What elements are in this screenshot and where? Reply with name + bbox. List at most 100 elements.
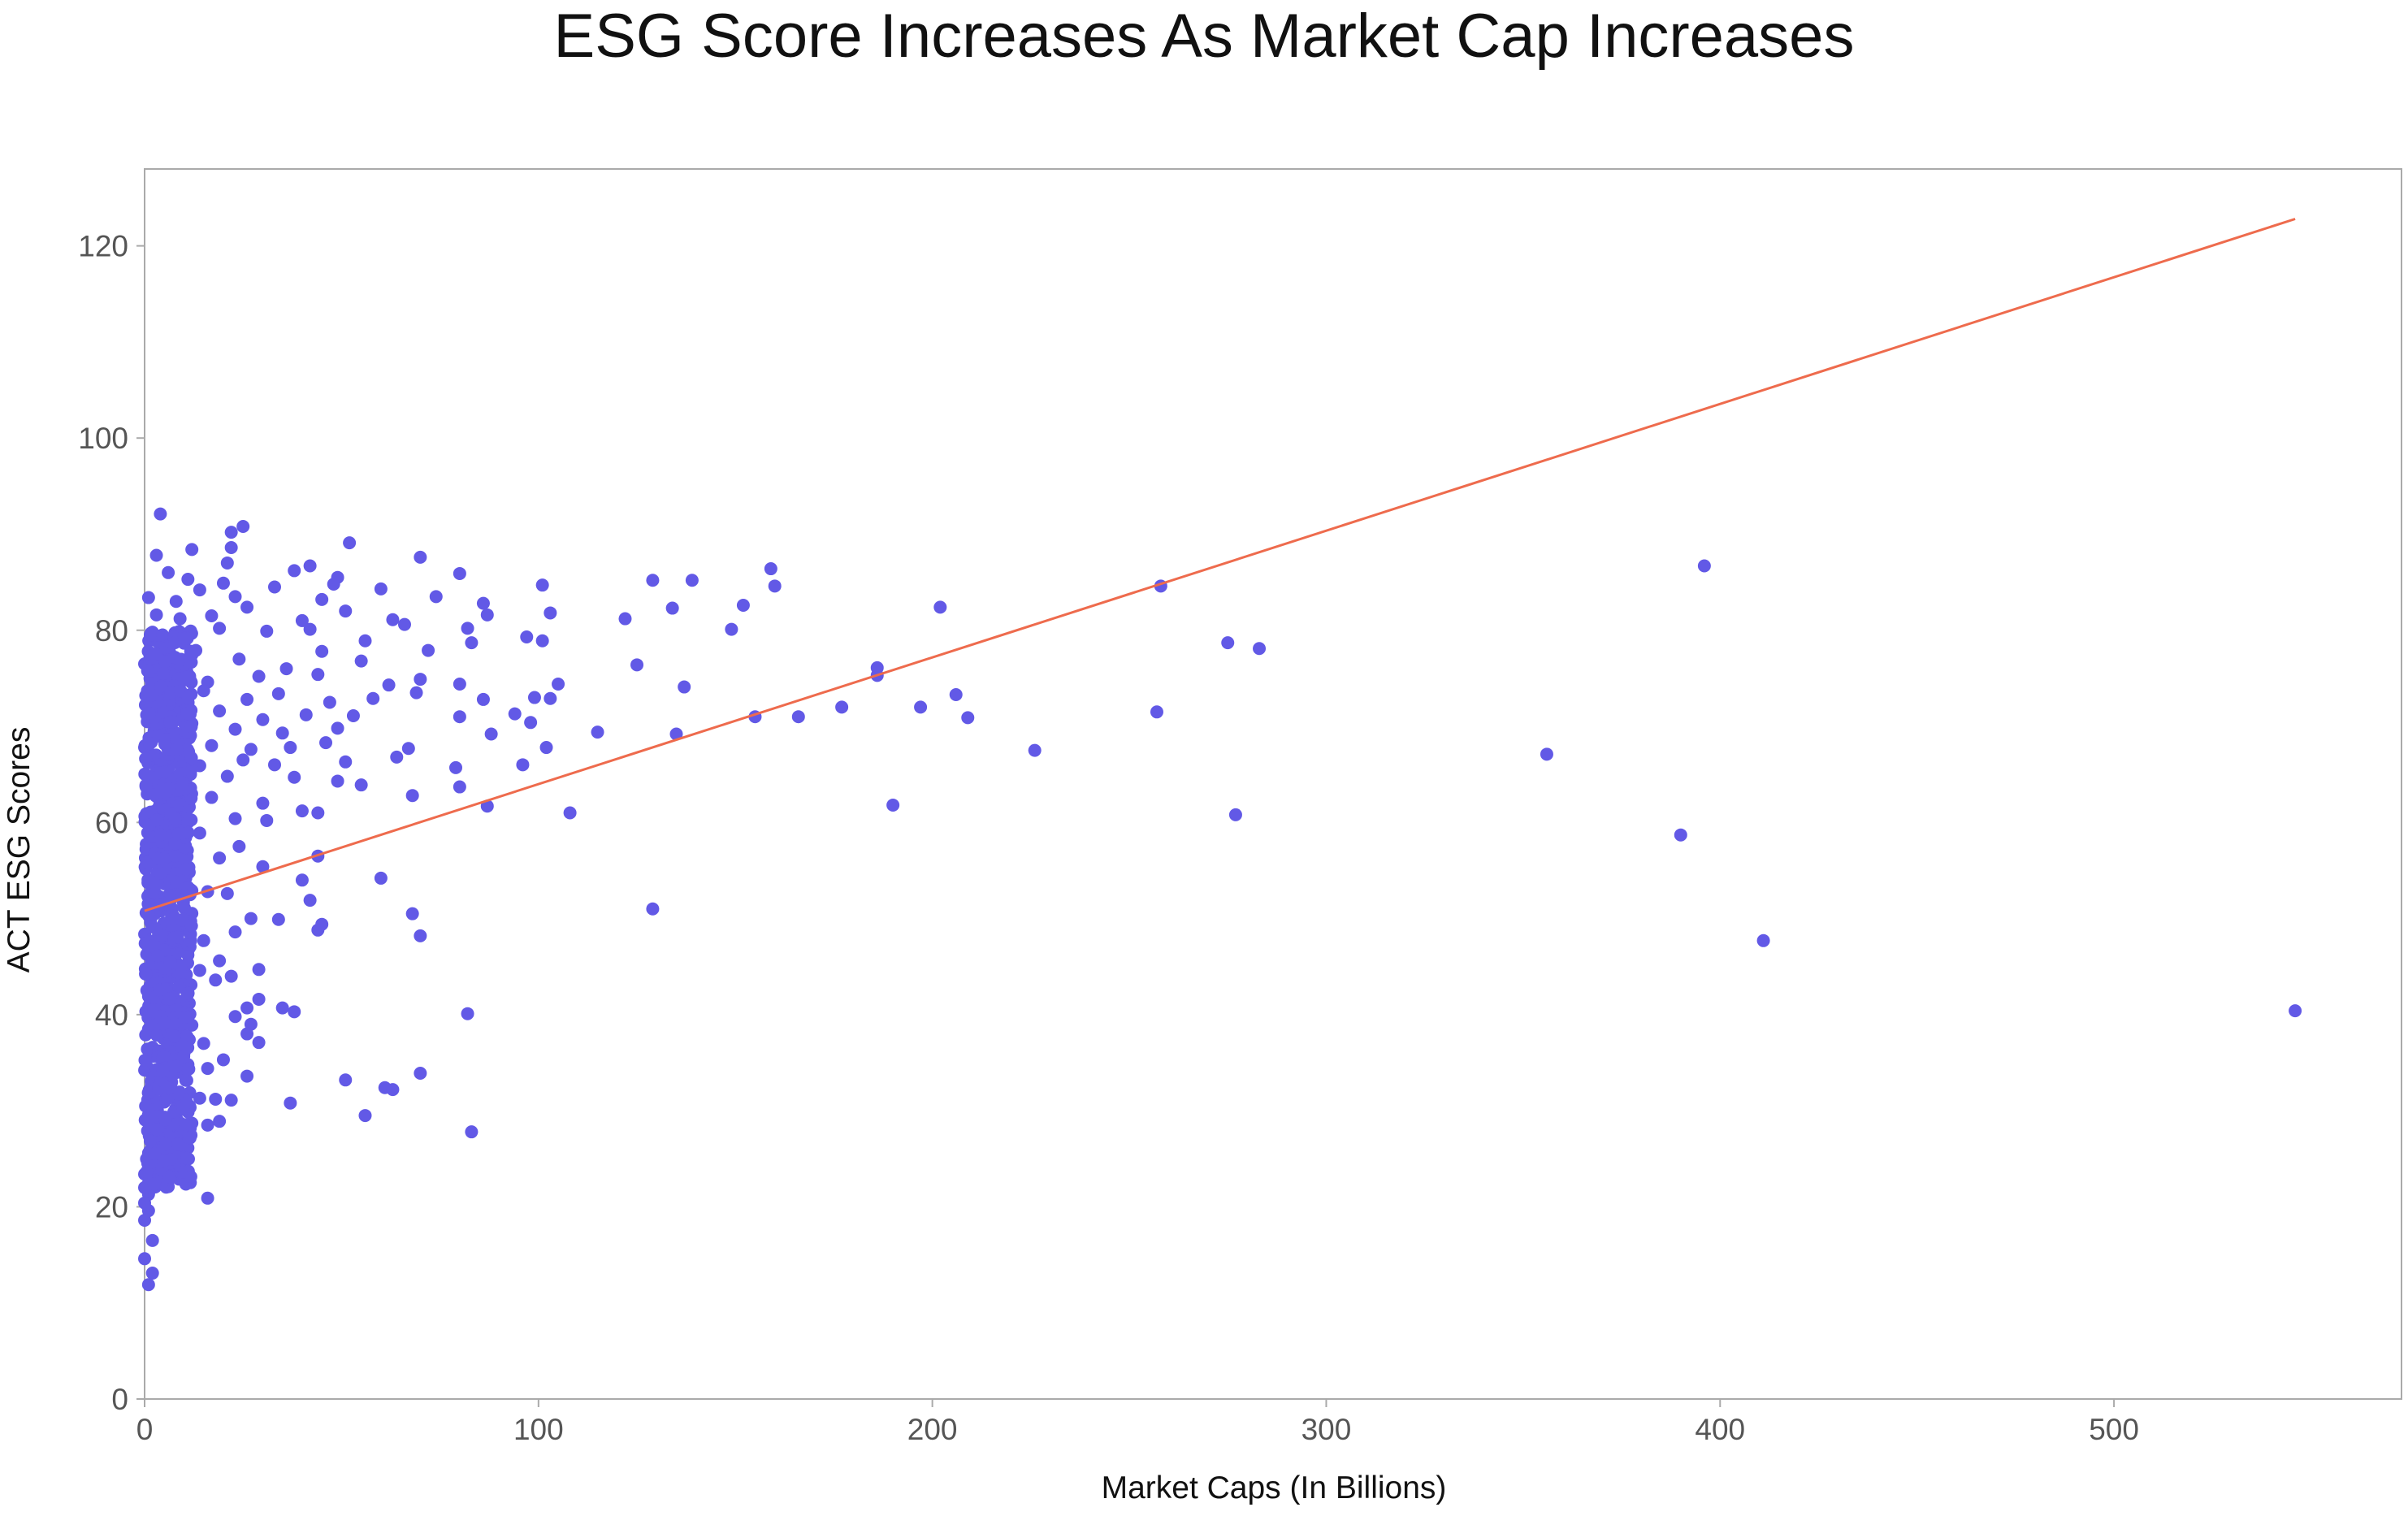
data-point	[197, 933, 210, 947]
data-point	[205, 790, 219, 804]
data-point	[145, 1233, 159, 1247]
data-point	[138, 1053, 152, 1067]
data-point	[323, 695, 336, 709]
data-point	[358, 1109, 372, 1123]
data-point	[170, 1059, 184, 1073]
data-point	[139, 967, 153, 981]
data-point	[591, 726, 604, 739]
data-point	[339, 604, 353, 618]
data-point	[154, 679, 168, 693]
data-point	[465, 1125, 479, 1139]
data-point	[170, 875, 184, 889]
y-tick-label: 80	[95, 614, 128, 648]
data-point	[1697, 559, 1711, 573]
data-point	[2289, 1004, 2302, 1018]
data-point	[319, 736, 333, 750]
data-point	[232, 652, 246, 666]
data-point	[184, 919, 198, 933]
data-point	[213, 622, 227, 635]
data-point	[139, 778, 153, 792]
data-point	[145, 1267, 159, 1280]
data-point	[139, 752, 153, 765]
data-point	[405, 907, 419, 920]
data-point	[151, 949, 165, 963]
data-point	[162, 565, 175, 579]
data-point	[354, 654, 368, 668]
data-point	[213, 954, 227, 968]
x-tick-label: 0	[136, 1413, 154, 1446]
data-point	[240, 1069, 254, 1083]
data-point	[174, 652, 188, 666]
data-point	[260, 624, 274, 638]
data-point	[178, 901, 192, 915]
data-point	[232, 839, 246, 853]
data-point	[260, 813, 274, 827]
data-point	[311, 923, 325, 937]
data-point	[240, 1027, 254, 1041]
data-point	[563, 806, 577, 820]
data-point	[180, 946, 194, 960]
data-point	[1253, 642, 1267, 656]
data-point	[171, 930, 184, 944]
data-point	[524, 716, 538, 730]
y-tick-label: 60	[95, 806, 128, 839]
data-point	[240, 600, 254, 614]
data-point	[193, 1091, 206, 1105]
data-point	[201, 1062, 214, 1076]
data-point	[154, 786, 167, 799]
data-point	[252, 963, 266, 977]
data-point	[179, 1073, 193, 1087]
data-point	[535, 578, 549, 592]
data-point	[397, 617, 411, 631]
data-point	[1150, 705, 1163, 719]
x-tick-label: 400	[1695, 1413, 1745, 1446]
data-point	[358, 634, 372, 648]
data-point	[150, 813, 164, 827]
data-point	[244, 743, 258, 756]
data-point	[201, 1191, 214, 1205]
data-point	[180, 862, 193, 876]
data-point	[382, 678, 396, 692]
data-point	[141, 1042, 154, 1056]
data-point	[295, 804, 309, 818]
data-point	[288, 770, 301, 784]
data-point	[161, 1092, 175, 1106]
data-point	[327, 577, 340, 591]
data-point	[182, 1062, 196, 1076]
data-point	[205, 609, 219, 623]
data-point	[252, 669, 266, 683]
data-point	[228, 1010, 242, 1024]
data-point	[178, 631, 192, 645]
data-point	[405, 789, 419, 803]
data-point	[339, 1073, 353, 1087]
x-axis-title: Market Caps (In Billions)	[1102, 1471, 1447, 1505]
data-point	[228, 590, 242, 604]
data-point	[516, 758, 530, 772]
data-point	[961, 711, 975, 725]
data-point	[386, 1083, 400, 1097]
data-point	[149, 608, 163, 622]
data-point	[184, 1170, 197, 1184]
data-point	[453, 566, 466, 580]
data-point	[646, 902, 660, 916]
data-point	[315, 644, 329, 658]
data-point	[141, 664, 154, 678]
data-point	[158, 765, 171, 779]
data-point	[315, 592, 329, 606]
data-point	[288, 1005, 301, 1019]
y-tick-label: 120	[78, 230, 128, 263]
data-point	[171, 827, 185, 841]
data-point	[244, 912, 258, 925]
data-point	[138, 1213, 151, 1227]
data-point	[148, 1147, 162, 1161]
data-point	[181, 1041, 195, 1055]
data-point	[520, 630, 534, 644]
data-point	[138, 1252, 151, 1266]
data-point	[180, 1118, 193, 1132]
data-point	[252, 1036, 266, 1050]
x-tick-label: 500	[2089, 1413, 2139, 1446]
data-point	[164, 1152, 178, 1166]
data-point	[180, 1096, 193, 1110]
data-point	[267, 580, 281, 594]
data-point	[158, 1113, 172, 1127]
